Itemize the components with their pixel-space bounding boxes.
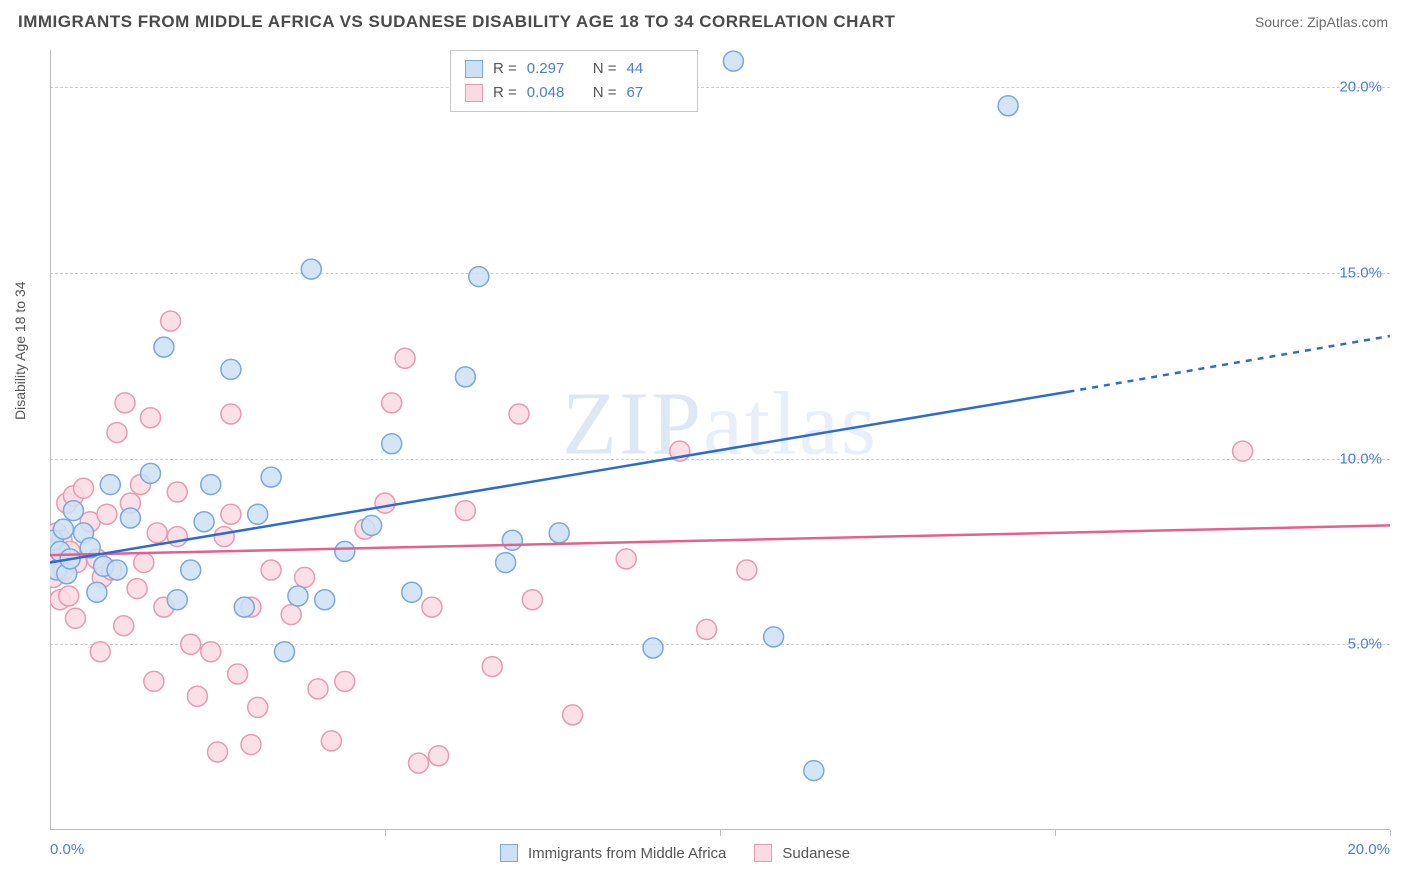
r-value-pink: 0.048 bbox=[527, 81, 583, 105]
r-label: R = bbox=[493, 57, 517, 81]
legend-series: Immigrants from Middle Africa Sudanese bbox=[500, 844, 850, 862]
legend-stats-row-pink: R = 0.048 N = 67 bbox=[465, 81, 683, 105]
source-prefix: Source: bbox=[1255, 14, 1303, 30]
x-tick-min: 0.0% bbox=[50, 841, 84, 858]
swatch-blue-icon bbox=[500, 844, 518, 862]
source-name: ZipAtlas.com bbox=[1307, 14, 1388, 30]
legend-item-blue: Immigrants from Middle Africa bbox=[500, 844, 726, 862]
legend-item-pink: Sudanese bbox=[754, 844, 850, 862]
swatch-pink-icon bbox=[754, 844, 772, 862]
scatter-plot bbox=[50, 50, 1390, 830]
n-value-pink: 67 bbox=[627, 81, 683, 105]
source-label: Source: ZipAtlas.com bbox=[1255, 14, 1388, 30]
y-tick-label: 5.0% bbox=[1348, 636, 1382, 653]
chart-title: IMMIGRANTS FROM MIDDLE AFRICA VS SUDANES… bbox=[18, 12, 895, 32]
legend-stats-row-blue: R = 0.297 N = 44 bbox=[465, 57, 683, 81]
n-value-blue: 44 bbox=[627, 57, 683, 81]
x-tick-max: 20.0% bbox=[1347, 841, 1390, 858]
r-value-blue: 0.297 bbox=[527, 57, 583, 81]
y-tick-label: 15.0% bbox=[1339, 264, 1382, 281]
swatch-pink-icon bbox=[465, 84, 483, 102]
chart-area: ZIPatlas Disability Age 18 to 34 5.0%10.… bbox=[50, 50, 1390, 830]
header-bar: IMMIGRANTS FROM MIDDLE AFRICA VS SUDANES… bbox=[0, 0, 1406, 40]
y-tick-label: 10.0% bbox=[1339, 450, 1382, 467]
legend-stats: R = 0.297 N = 44 R = 0.048 N = 67 bbox=[450, 50, 698, 112]
n-label: N = bbox=[593, 81, 617, 105]
swatch-blue-icon bbox=[465, 60, 483, 78]
series-name-pink: Sudanese bbox=[782, 845, 850, 862]
y-tick-label: 20.0% bbox=[1339, 79, 1382, 96]
series-name-blue: Immigrants from Middle Africa bbox=[528, 845, 726, 862]
r-label: R = bbox=[493, 81, 517, 105]
n-label: N = bbox=[593, 57, 617, 81]
y-axis-label: Disability Age 18 to 34 bbox=[12, 281, 28, 420]
